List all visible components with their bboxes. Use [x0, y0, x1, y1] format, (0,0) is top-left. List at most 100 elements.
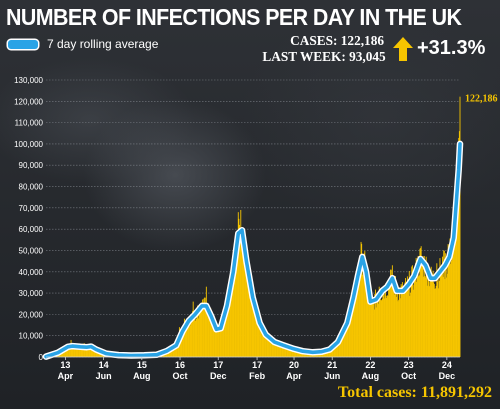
daily-bar — [88, 347, 90, 357]
daily-bar — [452, 227, 454, 357]
daily-bar — [350, 310, 352, 357]
daily-bar — [182, 331, 184, 357]
daily-bar — [422, 256, 424, 357]
daily-bar — [416, 281, 418, 357]
daily-bar — [353, 283, 355, 357]
daily-bar — [79, 348, 81, 357]
daily-bar — [245, 266, 247, 357]
daily-bar — [372, 296, 374, 357]
daily-bar — [252, 306, 254, 357]
daily-bar — [187, 321, 189, 357]
daily-bar — [410, 292, 411, 357]
daily-bar — [266, 338, 268, 357]
y-tick-label: 30,000 — [19, 289, 44, 298]
daily-bar — [257, 311, 259, 357]
daily-bar — [364, 251, 366, 357]
daily-bar — [229, 280, 231, 357]
daily-bar — [289, 347, 291, 357]
daily-bar — [383, 290, 385, 357]
daily-bar — [410, 277, 412, 357]
daily-bar — [217, 326, 219, 357]
rolling-average-series — [42, 140, 464, 360]
daily-bar — [202, 303, 204, 357]
daily-bar — [287, 345, 289, 357]
daily-bar — [354, 294, 356, 357]
daily-bar — [225, 309, 227, 357]
x-tick-month: Feb — [249, 371, 266, 381]
daily-bar — [423, 276, 425, 357]
daily-bar — [200, 312, 202, 357]
daily-bar — [247, 268, 249, 357]
daily-bar — [76, 345, 78, 357]
daily-bar — [286, 346, 287, 357]
daily-bar — [328, 349, 330, 357]
daily-bar — [431, 276, 433, 357]
daily-bar — [90, 348, 91, 357]
daily-bar — [428, 269, 430, 357]
daily-bar — [65, 348, 67, 357]
daily-bar — [74, 347, 76, 357]
daily-bar — [254, 301, 256, 357]
daily-bar — [336, 340, 338, 357]
daily-bar — [403, 287, 405, 357]
daily-bar — [346, 318, 348, 357]
daily-bar — [222, 320, 224, 357]
y-tick-label: 80,000 — [19, 183, 44, 192]
daily-bar — [378, 303, 380, 357]
daily-bar — [414, 280, 416, 357]
daily-bar — [419, 248, 421, 357]
daily-bar — [425, 277, 427, 357]
daily-bar — [197, 318, 199, 357]
daily-bar — [416, 276, 418, 357]
daily-bar — [210, 308, 212, 357]
x-tick-month: Jun — [324, 371, 340, 381]
daily-bar — [276, 344, 278, 357]
daily-bar — [238, 218, 240, 357]
daily-bar — [284, 346, 286, 357]
daily-bar — [268, 340, 270, 357]
daily-bar — [79, 346, 81, 357]
x-tick-year: 20 — [289, 360, 299, 370]
daily-bar — [212, 325, 214, 357]
daily-bar — [437, 271, 439, 357]
daily-bar — [423, 255, 425, 357]
daily-bar — [182, 332, 183, 357]
daily-bar — [418, 276, 420, 357]
daily-bar — [270, 340, 272, 357]
daily-bar — [406, 289, 408, 357]
daily-bar — [180, 336, 182, 357]
daily-bar — [224, 311, 225, 357]
daily-bar — [220, 325, 222, 357]
daily-bar — [247, 284, 249, 357]
daily-bar — [398, 299, 400, 357]
peak-value-label: 122,186 — [465, 94, 498, 105]
daily-bar — [260, 320, 262, 357]
daily-bar — [226, 307, 228, 357]
daily-bar — [85, 347, 87, 357]
legend-swatch — [8, 39, 38, 49]
daily-bar — [359, 271, 361, 357]
daily-bar — [195, 320, 197, 357]
daily-bar — [355, 293, 357, 357]
daily-bar — [378, 286, 380, 357]
daily-bar — [298, 350, 300, 357]
daily-bar — [356, 277, 358, 357]
daily-bar — [426, 285, 428, 357]
daily-bar — [291, 348, 293, 357]
daily-bar — [433, 282, 435, 357]
daily-bar — [429, 282, 431, 357]
daily-bar — [272, 340, 274, 357]
daily-bar — [239, 224, 240, 357]
daily-bar — [405, 281, 407, 357]
daily-bar — [354, 281, 356, 357]
daily-bar — [234, 266, 236, 357]
daily-bar — [411, 265, 413, 357]
daily-bar — [329, 349, 331, 357]
daily-bar — [352, 298, 354, 357]
daily-bar — [388, 282, 390, 357]
x-tick-month: Dec — [439, 371, 456, 381]
daily-bar — [95, 348, 96, 357]
daily-bar — [323, 352, 325, 357]
y-tick-label: 100,000 — [14, 140, 43, 149]
